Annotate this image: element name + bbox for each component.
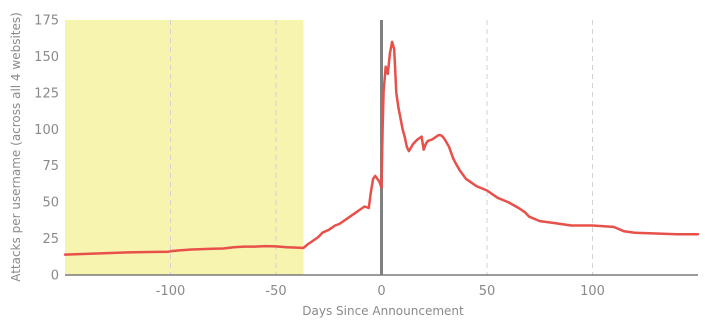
y-tick-label: 50	[42, 196, 59, 211]
x-tick-label: 100	[580, 284, 605, 299]
y-tick-label: 75	[42, 159, 59, 174]
y-axis-title: Attacks per username (across all 4 websi…	[9, 12, 23, 282]
y-tick-label: 125	[34, 86, 59, 101]
series-line-0	[63, 40, 700, 256]
highlight-region	[65, 20, 304, 275]
plot-area	[63, 20, 700, 275]
x-tick-label: -100	[156, 284, 186, 299]
y-tick-label: 175	[34, 14, 59, 29]
y-tick-label: 25	[42, 232, 59, 247]
x-axis-title: Days Since Announcement	[302, 304, 464, 318]
x-tick-label: -50	[265, 284, 286, 299]
x-tick-label: 0	[377, 284, 385, 299]
x-tick-label: 50	[479, 284, 496, 299]
y-tick-label: 150	[34, 50, 59, 65]
y-tick-label: 0	[51, 269, 59, 284]
axes: 0 25 50 75 100 125 150 175 -100 -50 0 50 100	[34, 14, 698, 299]
y-tick-label: 100	[34, 123, 59, 138]
